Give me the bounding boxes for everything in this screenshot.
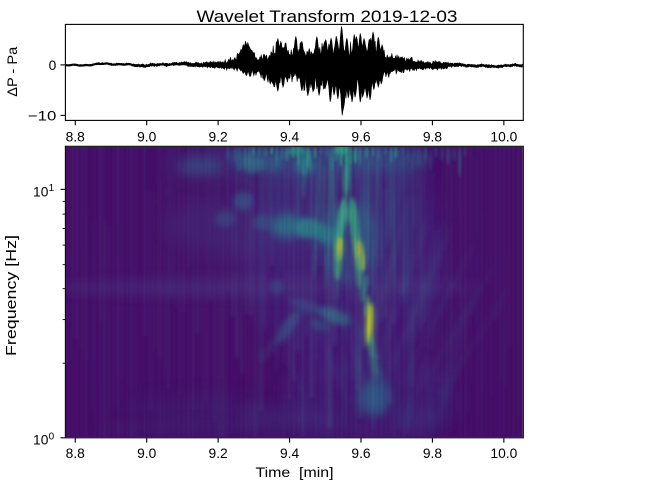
svg-text:10.0: 10.0 — [490, 130, 517, 145]
svg-text:10.0: 10.0 — [490, 446, 517, 461]
svg-text:ΔP - Pa: ΔP - Pa — [5, 46, 20, 96]
svg-text:9.0: 9.0 — [137, 446, 157, 461]
svg-text:1: 1 — [49, 183, 55, 194]
svg-text:9.0: 9.0 — [137, 130, 157, 145]
svg-text:9.6: 9.6 — [351, 446, 371, 461]
svg-text:−10: −10 — [28, 109, 57, 124]
svg-text:9.8: 9.8 — [423, 446, 443, 461]
svg-text:Frequency [Hz]: Frequency [Hz] — [3, 235, 20, 356]
svg-text:9.8: 9.8 — [423, 130, 443, 145]
svg-text:9.4: 9.4 — [280, 130, 300, 145]
svg-text:8.8: 8.8 — [66, 130, 86, 145]
svg-text:9.4: 9.4 — [280, 446, 300, 461]
svg-text:10: 10 — [33, 433, 49, 448]
svg-text:8.8: 8.8 — [66, 446, 86, 461]
svg-text:Time [min]: Time [min] — [256, 465, 334, 480]
svg-text:0: 0 — [49, 58, 57, 73]
svg-text:9.2: 9.2 — [209, 130, 228, 145]
svg-text:10: 10 — [33, 184, 49, 199]
svg-text:9.6: 9.6 — [351, 130, 371, 145]
svg-text:9.2: 9.2 — [209, 446, 228, 461]
svg-text:Wavelet Transform 2019-12-03: Wavelet Transform 2019-12-03 — [197, 7, 458, 26]
svg-text:0: 0 — [49, 432, 55, 443]
